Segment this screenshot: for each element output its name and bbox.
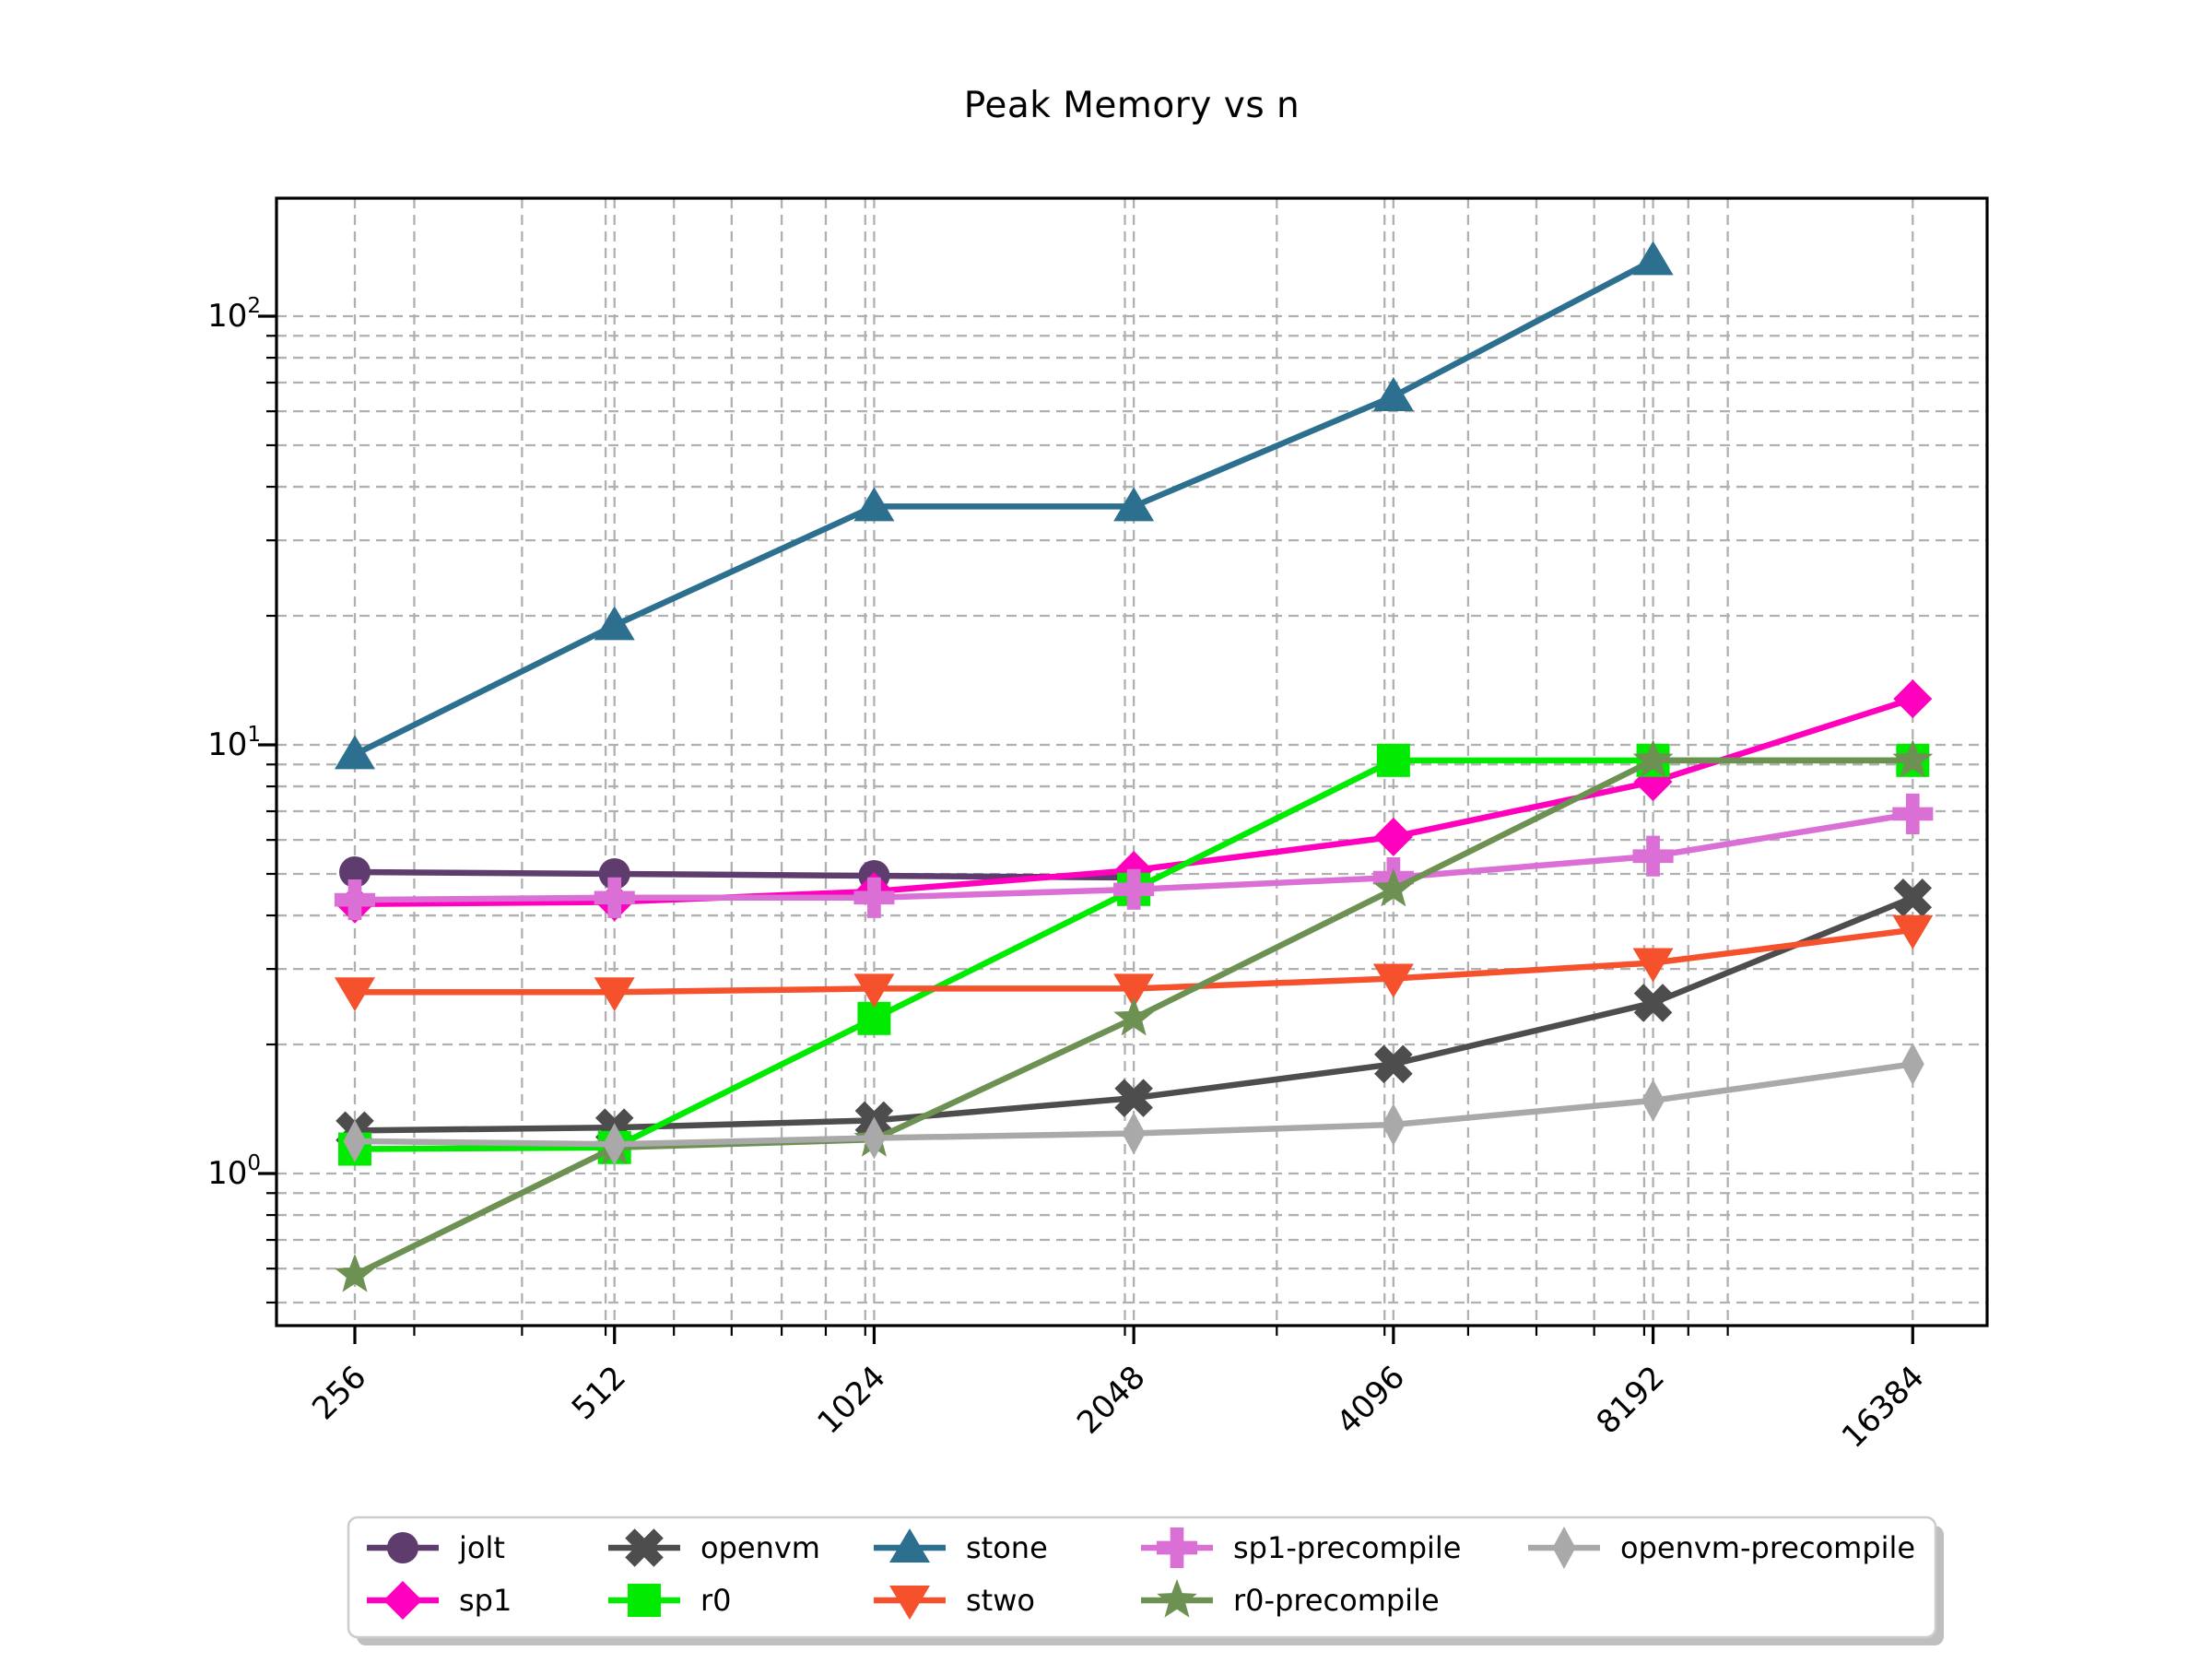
series-sp1-precompile — [334, 793, 1934, 921]
marker-circle — [387, 1532, 418, 1563]
marker-triangle-down — [853, 973, 895, 1008]
marker-triangle-down — [889, 1586, 930, 1620]
x-tick-label: 2048 — [1070, 1359, 1152, 1441]
marker-triangle-down — [1372, 963, 1414, 998]
marker-triangle-up — [889, 1528, 930, 1563]
marker-triangle-down — [594, 977, 635, 1012]
marker-plus — [334, 879, 376, 921]
legend-label: jolt — [458, 1530, 505, 1565]
x-tick-label: 16384 — [1835, 1359, 1932, 1456]
x-tick-label: 512 — [565, 1359, 633, 1427]
x-tick-label: 256 — [305, 1359, 373, 1427]
marker-triangle-down — [1632, 948, 1674, 983]
legend-label: openvm — [700, 1530, 820, 1565]
marker-diamond — [1373, 817, 1413, 856]
x-tick-label: 8192 — [1589, 1359, 1671, 1441]
marker-thin-diamond — [603, 1123, 627, 1166]
series-jolt — [339, 855, 1150, 894]
marker-triangle-down — [1113, 973, 1155, 1008]
legend-entry-openvm-precompile: openvm-precompile — [1528, 1527, 1915, 1569]
series-stone — [335, 241, 1674, 770]
marker-square — [1376, 743, 1410, 777]
chart-title: Peak Memory vs n — [963, 85, 1300, 126]
marker-star — [1157, 1579, 1197, 1618]
marker-x — [1633, 984, 1673, 1022]
x-tick-label: 1024 — [810, 1359, 892, 1441]
series-stwo — [335, 914, 1934, 1012]
marker-thin-diamond — [1122, 1112, 1146, 1155]
marker-thin-diamond — [1552, 1527, 1576, 1569]
marker-square — [628, 1584, 661, 1617]
y-tick-label: 101 — [207, 723, 261, 763]
plot-frame — [275, 196, 1989, 1327]
legend-label: r0 — [700, 1583, 732, 1618]
marker-star — [1892, 738, 1934, 778]
legend-entry-stone: stone — [874, 1528, 1048, 1565]
marker-triangle-up — [335, 735, 375, 770]
marker-star — [335, 1254, 375, 1292]
marker-x — [1114, 1079, 1153, 1117]
marker-plus — [1892, 793, 1934, 834]
legend-label: stwo — [966, 1583, 1035, 1618]
marker-circle — [339, 855, 371, 888]
marker-x — [1893, 879, 1933, 917]
series-line-jolt — [351, 868, 1137, 881]
legend-label: sp1 — [459, 1583, 512, 1618]
marker-thin-diamond — [1382, 1103, 1406, 1147]
series-line-stone — [351, 257, 1656, 758]
marker-plus — [594, 877, 635, 918]
y-tick-label: 100 — [207, 1151, 261, 1192]
legend-label: openvm-precompile — [1620, 1530, 1915, 1565]
series-openvm-precompile — [343, 1043, 1924, 1166]
marker-thin-diamond — [862, 1116, 886, 1160]
marker-plus — [1113, 868, 1155, 910]
y-tick-label: 102 — [207, 294, 261, 335]
legend-entry-sp1: sp1 — [367, 1581, 512, 1620]
marker-thin-diamond — [1900, 1043, 1924, 1086]
marker-triangle-down — [1892, 914, 1934, 949]
legend: jolt sp1 openvm r0 stone stwo sp1-precompile r0… — [347, 1516, 1944, 1645]
legend-label: stone — [966, 1530, 1048, 1565]
marker-triangle-down — [335, 977, 375, 1012]
marker-x — [1374, 1044, 1413, 1084]
legend-label: sp1-precompile — [1233, 1530, 1461, 1565]
marker-plus — [853, 877, 895, 918]
marker-thin-diamond — [1641, 1079, 1665, 1122]
marker-diamond — [383, 1581, 422, 1620]
marker-plus — [1632, 835, 1674, 877]
legend-entry-stwo: stwo — [874, 1583, 1035, 1620]
marker-diamond — [1893, 679, 1933, 719]
marker-triangle-up — [853, 487, 895, 522]
marker-star — [1113, 997, 1155, 1036]
legend-entry-r0-precompile: r0-precompile — [1141, 1579, 1440, 1618]
marker-triangle-up — [1632, 241, 1674, 276]
marker-star — [1632, 738, 1674, 778]
legend-entry-jolt: jolt — [367, 1530, 505, 1565]
marker-plus — [1156, 1527, 1198, 1569]
marker-x — [625, 1528, 664, 1567]
legend-label: r0-precompile — [1233, 1583, 1440, 1618]
marker-triangle-up — [594, 606, 635, 641]
x-tick-label: 4096 — [1330, 1359, 1412, 1441]
marker-triangle-up — [1113, 487, 1155, 522]
legend-entry-openvm: openvm — [608, 1528, 820, 1567]
marker-circle — [598, 857, 630, 890]
legend-entry-r0: r0 — [608, 1583, 732, 1618]
marker-star — [1372, 867, 1414, 907]
legend-entry-sp1-precompile: sp1-precompile — [1141, 1527, 1461, 1569]
marker-thin-diamond — [343, 1119, 367, 1162]
marker-triangle-up — [1372, 376, 1414, 411]
